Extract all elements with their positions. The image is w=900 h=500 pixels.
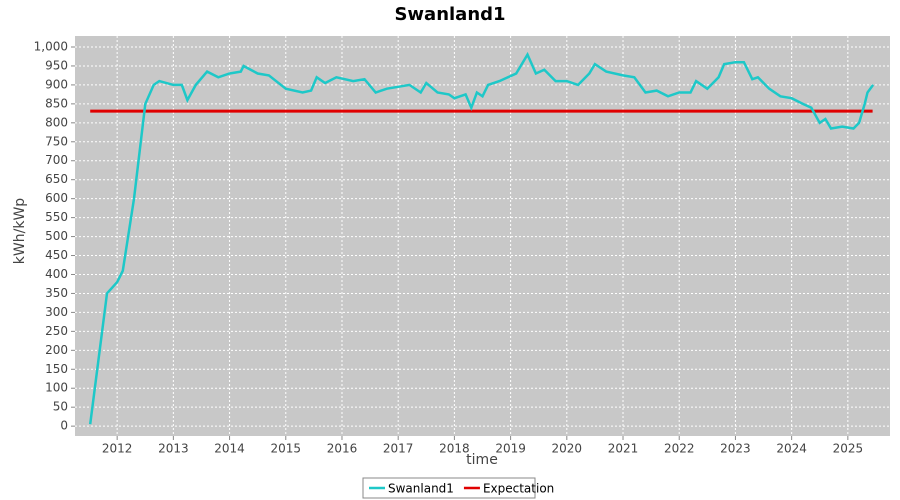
y-tick-label: 950	[45, 58, 68, 72]
x-tick-label: 2016	[327, 442, 358, 456]
grid: 0 50 100 150 200 250 300 350 400 450 500 550 600 650 7…	[34, 36, 890, 456]
plot-area	[75, 36, 890, 436]
y-tick-label: 800	[45, 115, 68, 129]
y-axis-label: kWh/kWp	[12, 198, 28, 264]
y-tick-label: 450	[45, 248, 68, 262]
y-tick-label: 0	[60, 419, 68, 433]
x-tick-label: 2025	[833, 442, 864, 456]
y-tick-label: 100	[45, 381, 68, 395]
y-tick-label: 1,000	[34, 39, 68, 53]
series-line	[88, 51, 875, 425]
chart-title: Swanland1	[394, 4, 505, 25]
y-tick-label: 650	[45, 172, 68, 186]
y-tick-label: 750	[45, 134, 68, 148]
x-tick-label: 2020	[552, 442, 583, 456]
x-tick-label: 2013	[158, 442, 189, 456]
x-tick-label: 2021	[608, 442, 639, 456]
x-axis-label: time	[466, 452, 498, 468]
y-tick-label: 700	[45, 153, 68, 167]
x-tick-label: 2022	[664, 442, 695, 456]
y-tick-label: 900	[45, 77, 68, 91]
lines	[88, 51, 875, 425]
y-tick-label: 300	[45, 305, 68, 319]
x-tick-label: 2017	[383, 442, 414, 456]
y-tick-label: 500	[45, 229, 68, 243]
x-tick-label: 2018	[439, 442, 470, 456]
y-tick-label: 50	[53, 400, 68, 414]
y-tick-label: 400	[45, 267, 68, 281]
legend-label: Swanland1	[388, 482, 454, 496]
y-tick-label: 150	[45, 362, 68, 376]
y-tick-label: 350	[45, 286, 68, 300]
y-tick-label: 600	[45, 191, 68, 205]
legend-label: Expectation	[483, 482, 554, 496]
x-tick-label: 2012	[102, 442, 133, 456]
x-tick-label: 2019	[495, 442, 526, 456]
x-tick-label: 2014	[214, 442, 245, 456]
x-tick-label: 2023	[720, 442, 751, 456]
x-tick-label: 2015	[271, 442, 302, 456]
x-tick-label: 2024	[776, 442, 807, 456]
legend: Swanland1 Expectation	[362, 477, 554, 499]
y-tick-label: 550	[45, 210, 68, 224]
legend-box	[362, 477, 536, 499]
y-tick-label: 250	[45, 324, 68, 338]
y-tick-label: 850	[45, 96, 68, 110]
y-tick-label: 200	[45, 343, 68, 357]
